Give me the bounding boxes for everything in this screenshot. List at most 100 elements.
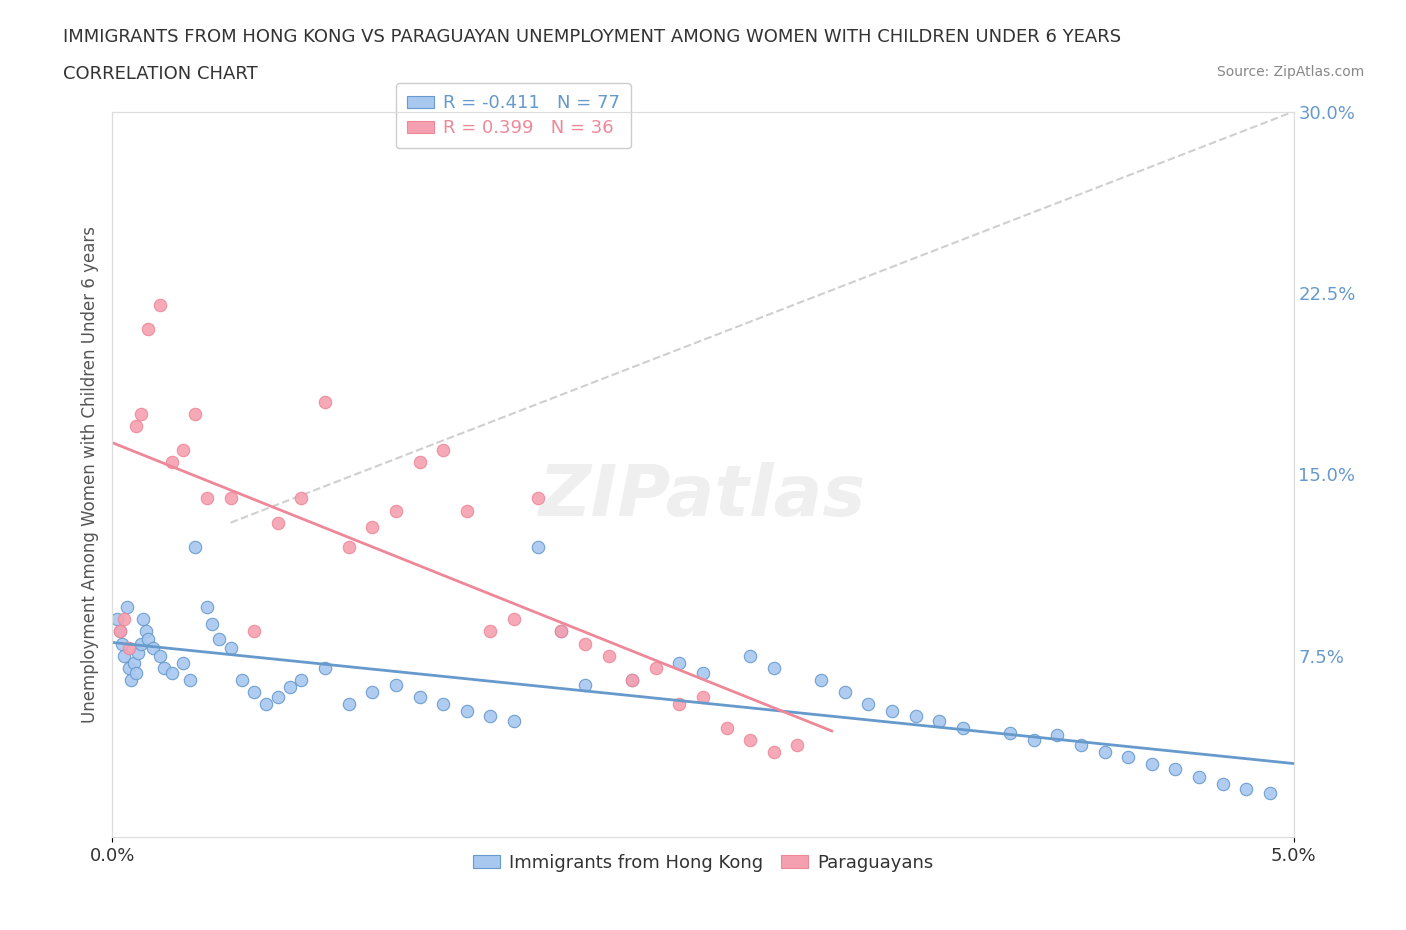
- Point: [127, 645, 149, 660]
- Point: [132, 612, 155, 627]
- Point: [598, 648, 620, 663]
- Point: [195, 491, 218, 506]
- Point: [243, 684, 266, 699]
- Point: [526, 491, 548, 506]
- Point: [149, 648, 172, 663]
- Point: [762, 745, 785, 760]
- Point: [456, 503, 478, 518]
- Point: [290, 672, 312, 687]
- Text: ZIPatlas: ZIPatlas: [540, 461, 866, 530]
- Point: [385, 677, 408, 692]
- Point: [118, 660, 141, 675]
- Point: [716, 721, 738, 736]
- Point: [136, 322, 159, 337]
- Point: [740, 733, 762, 748]
- Point: [503, 612, 526, 627]
- Point: [129, 636, 152, 651]
- Point: [184, 539, 207, 554]
- Point: [290, 491, 312, 506]
- Point: [432, 443, 454, 458]
- Point: [880, 704, 903, 719]
- Point: [278, 680, 301, 695]
- Point: [219, 641, 242, 656]
- Point: [254, 697, 277, 711]
- Point: [1234, 781, 1257, 796]
- Point: [112, 612, 135, 627]
- Point: [952, 721, 974, 736]
- Point: [231, 672, 253, 687]
- Point: [692, 665, 714, 680]
- Point: [153, 660, 176, 675]
- Point: [118, 641, 141, 656]
- Point: [928, 713, 950, 728]
- Point: [179, 672, 201, 687]
- Point: [526, 539, 548, 554]
- Point: [135, 624, 157, 639]
- Point: [479, 709, 502, 724]
- Point: [108, 624, 131, 639]
- Point: [267, 689, 290, 704]
- Point: [1116, 750, 1139, 764]
- Point: [267, 515, 290, 530]
- Point: [621, 672, 644, 687]
- Point: [904, 709, 927, 724]
- Point: [1140, 757, 1163, 772]
- Point: [172, 656, 194, 671]
- Point: [337, 697, 360, 711]
- Point: [337, 539, 360, 554]
- Point: [550, 624, 572, 639]
- Point: [644, 660, 666, 675]
- Y-axis label: Unemployment Among Women with Children Under 6 years: Unemployment Among Women with Children U…: [80, 226, 98, 723]
- Legend: Immigrants from Hong Kong, Paraguayans: Immigrants from Hong Kong, Paraguayans: [465, 846, 941, 879]
- Point: [998, 725, 1021, 740]
- Point: [1022, 733, 1045, 748]
- Point: [456, 704, 478, 719]
- Point: [810, 672, 832, 687]
- Point: [112, 648, 135, 663]
- Point: [786, 737, 808, 752]
- Point: [125, 418, 148, 433]
- Point: [160, 665, 183, 680]
- Point: [692, 689, 714, 704]
- Point: [361, 520, 384, 535]
- Point: [621, 672, 644, 687]
- Point: [550, 624, 572, 639]
- Point: [125, 665, 148, 680]
- Point: [314, 394, 336, 409]
- Text: IMMIGRANTS FROM HONG KONG VS PARAGUAYAN UNEMPLOYMENT AMONG WOMEN WITH CHILDREN U: IMMIGRANTS FROM HONG KONG VS PARAGUAYAN …: [63, 28, 1122, 46]
- Point: [408, 689, 430, 704]
- Point: [858, 697, 880, 711]
- Point: [740, 648, 762, 663]
- Point: [1070, 737, 1092, 752]
- Text: Source: ZipAtlas.com: Source: ZipAtlas.com: [1216, 65, 1364, 79]
- Point: [201, 617, 224, 631]
- Point: [361, 684, 384, 699]
- Point: [1188, 769, 1211, 784]
- Point: [115, 600, 138, 615]
- Point: [142, 641, 165, 656]
- Point: [105, 612, 128, 627]
- Point: [1164, 762, 1187, 777]
- Point: [1212, 777, 1234, 791]
- Point: [503, 713, 526, 728]
- Point: [184, 406, 207, 421]
- Point: [108, 624, 131, 639]
- Point: [385, 503, 408, 518]
- Point: [574, 677, 596, 692]
- Point: [172, 443, 194, 458]
- Point: [160, 455, 183, 470]
- Point: [122, 656, 145, 671]
- Point: [243, 624, 266, 639]
- Point: [120, 672, 142, 687]
- Point: [208, 631, 231, 646]
- Point: [149, 298, 172, 312]
- Point: [834, 684, 856, 699]
- Point: [479, 624, 502, 639]
- Point: [668, 697, 690, 711]
- Point: [314, 660, 336, 675]
- Point: [195, 600, 218, 615]
- Point: [668, 656, 690, 671]
- Point: [1046, 728, 1069, 743]
- Point: [574, 636, 596, 651]
- Point: [1094, 745, 1116, 760]
